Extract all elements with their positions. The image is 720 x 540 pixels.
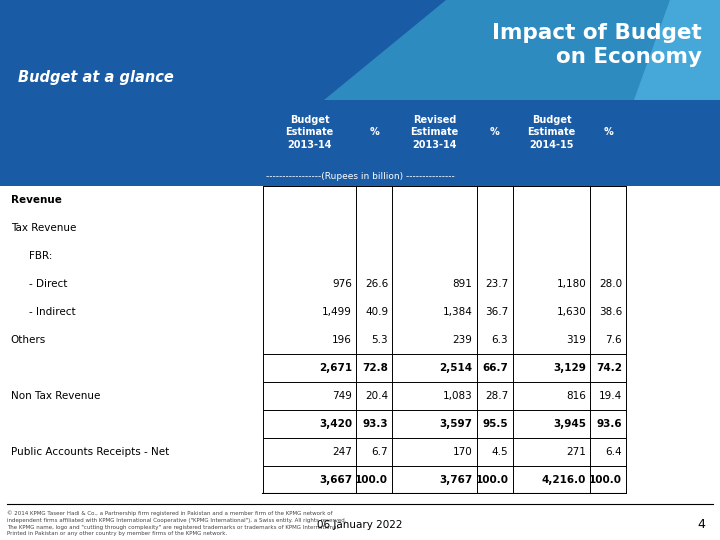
Text: © 2014 KPMG Taseer Hadi & Co., a Partnership firm registered in Pakistan and a m: © 2014 KPMG Taseer Hadi & Co., a Partner… <box>7 511 347 536</box>
Text: 749: 749 <box>332 391 352 401</box>
Polygon shape <box>324 0 720 100</box>
Text: 3,129: 3,129 <box>553 363 586 373</box>
Text: 3,945: 3,945 <box>553 419 586 429</box>
Text: 19.4: 19.4 <box>599 391 622 401</box>
Text: 6.4: 6.4 <box>606 447 622 457</box>
Text: Others: Others <box>11 335 46 345</box>
Text: Revenue: Revenue <box>11 195 62 205</box>
Text: 2,514: 2,514 <box>439 363 472 373</box>
Text: 271: 271 <box>566 447 586 457</box>
Text: %: % <box>603 127 613 137</box>
Text: 891: 891 <box>452 279 472 289</box>
Text: 3,420: 3,420 <box>319 419 352 429</box>
Text: 247: 247 <box>332 447 352 457</box>
Text: %: % <box>490 127 500 137</box>
Text: 72.8: 72.8 <box>362 363 388 373</box>
Text: Public Accounts Receipts - Net: Public Accounts Receipts - Net <box>11 447 169 457</box>
Text: 3,767: 3,767 <box>439 475 472 485</box>
Text: 4,216.0: 4,216.0 <box>541 475 586 485</box>
Text: 36.7: 36.7 <box>485 307 508 317</box>
Text: 100.0: 100.0 <box>475 475 508 485</box>
Text: 4: 4 <box>698 518 706 531</box>
Polygon shape <box>634 0 720 100</box>
Text: 3,667: 3,667 <box>319 475 352 485</box>
Text: 28.7: 28.7 <box>485 391 508 401</box>
Text: - Direct: - Direct <box>29 279 67 289</box>
Text: 196: 196 <box>332 335 352 345</box>
Text: 38.6: 38.6 <box>599 307 622 317</box>
Text: 2,671: 2,671 <box>319 363 352 373</box>
Text: 100.0: 100.0 <box>589 475 622 485</box>
Text: 74.2: 74.2 <box>596 363 622 373</box>
Text: 170: 170 <box>453 447 472 457</box>
Text: 06 January 2022: 06 January 2022 <box>318 519 402 530</box>
Text: Budget at a glance: Budget at a glance <box>18 70 174 85</box>
Text: 5.3: 5.3 <box>372 335 388 345</box>
Text: 6.7: 6.7 <box>372 447 388 457</box>
Text: Impact of Budget
on Economy: Impact of Budget on Economy <box>492 23 702 67</box>
Text: FBR:: FBR: <box>29 251 52 261</box>
Text: Revised
Estimate
2013-14: Revised Estimate 2013-14 <box>410 115 459 150</box>
Text: 93.6: 93.6 <box>596 419 622 429</box>
Text: Non Tax Revenue: Non Tax Revenue <box>11 391 100 401</box>
Text: 66.7: 66.7 <box>482 363 508 373</box>
Text: Budget
Estimate
2014-15: Budget Estimate 2014-15 <box>527 115 576 150</box>
Text: 40.9: 40.9 <box>365 307 388 317</box>
Text: 6.3: 6.3 <box>492 335 508 345</box>
Text: 1,499: 1,499 <box>323 307 352 317</box>
Text: %: % <box>369 127 379 137</box>
Text: - Indirect: - Indirect <box>29 307 76 317</box>
Text: Tax Revenue: Tax Revenue <box>11 223 76 233</box>
Text: 1,180: 1,180 <box>557 279 586 289</box>
Text: 23.7: 23.7 <box>485 279 508 289</box>
Text: 95.5: 95.5 <box>482 419 508 429</box>
Text: 26.6: 26.6 <box>365 279 388 289</box>
Text: 4.5: 4.5 <box>492 447 508 457</box>
Text: 93.3: 93.3 <box>362 419 388 429</box>
Text: 1,384: 1,384 <box>443 307 472 317</box>
Text: 1,083: 1,083 <box>443 391 472 401</box>
Text: 28.0: 28.0 <box>599 279 622 289</box>
Text: 20.4: 20.4 <box>365 391 388 401</box>
Text: -----------------(Rupees in billion) ---------------: -----------------(Rupees in billion) ---… <box>266 172 454 181</box>
Text: 816: 816 <box>566 391 586 401</box>
Text: 976: 976 <box>332 279 352 289</box>
Text: 100.0: 100.0 <box>355 475 388 485</box>
Text: 239: 239 <box>452 335 472 345</box>
Text: Budget
Estimate
2013-14: Budget Estimate 2013-14 <box>285 115 334 150</box>
Text: 7.6: 7.6 <box>606 335 622 345</box>
Text: 319: 319 <box>566 335 586 345</box>
Text: 3,597: 3,597 <box>439 419 472 429</box>
Text: 1,630: 1,630 <box>557 307 586 317</box>
